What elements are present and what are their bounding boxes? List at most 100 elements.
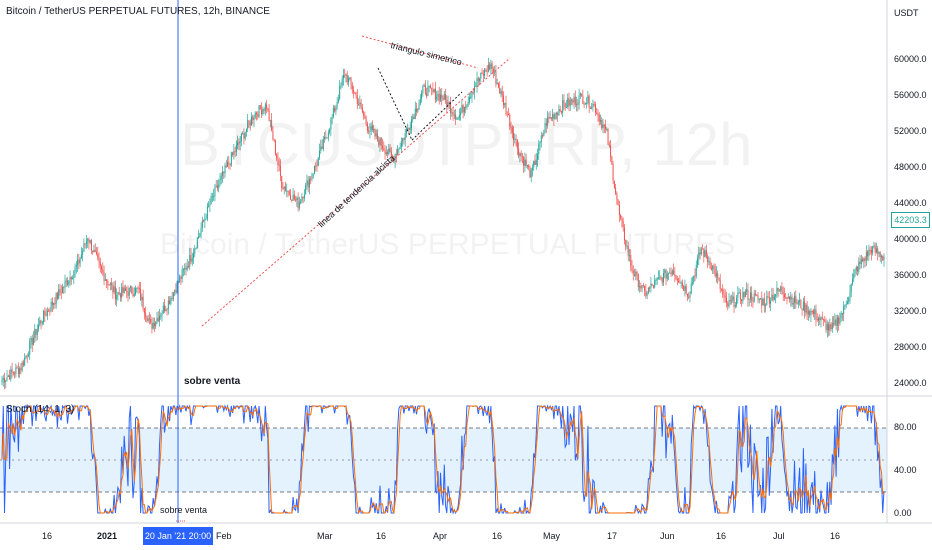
candle-body xyxy=(669,272,671,274)
candle-body xyxy=(707,256,709,262)
candle-body xyxy=(167,300,169,310)
candle-body xyxy=(865,251,867,261)
candle-body xyxy=(29,341,31,355)
candle-body xyxy=(388,148,390,154)
candle-body xyxy=(802,301,804,311)
candle-body xyxy=(194,248,196,254)
candle-body xyxy=(760,298,762,300)
candle-body xyxy=(852,279,853,284)
candle-body xyxy=(38,324,40,330)
candle-body xyxy=(844,305,846,307)
candle-body xyxy=(114,286,116,300)
candle-body xyxy=(663,273,664,283)
candle-body xyxy=(130,286,132,288)
candle-body xyxy=(378,139,380,146)
candle-body xyxy=(815,309,817,320)
candle-body xyxy=(751,292,753,301)
candle-body xyxy=(712,265,714,270)
candle-body xyxy=(89,240,91,243)
candle-body xyxy=(593,103,595,105)
candle-body xyxy=(34,329,36,339)
candle-body xyxy=(787,296,789,299)
candle-body xyxy=(510,126,512,128)
candle-body xyxy=(395,154,397,156)
candle-body xyxy=(402,138,404,142)
candle-body xyxy=(79,258,81,264)
candle-body xyxy=(159,315,160,321)
candle-body xyxy=(560,111,562,113)
candle-body xyxy=(106,279,108,282)
candle-body xyxy=(176,281,178,293)
candle-body xyxy=(19,368,21,374)
candle-body xyxy=(252,116,254,120)
candle-body xyxy=(603,124,605,127)
candle-body xyxy=(83,243,85,252)
candle-body xyxy=(407,128,409,130)
candle-body xyxy=(563,100,565,104)
candle-body xyxy=(143,308,145,314)
candle-body xyxy=(351,84,353,91)
candle-body xyxy=(316,165,318,167)
candle-body xyxy=(828,324,830,331)
candle-body xyxy=(93,249,95,253)
candle-body xyxy=(61,286,63,293)
price-tick: 60000.0 xyxy=(894,54,927,64)
candle-body xyxy=(397,149,399,156)
candle-body xyxy=(342,74,344,79)
triangle-apex-line[interactable] xyxy=(377,67,413,141)
oversold-label-stoch[interactable]: sobre venta xyxy=(160,505,208,515)
candle-body xyxy=(858,261,860,272)
candle-body xyxy=(698,252,700,259)
candle-body xyxy=(243,133,245,139)
candle-body xyxy=(591,107,593,109)
price-tick: 36000.0 xyxy=(894,270,927,280)
candle-body xyxy=(578,95,580,105)
candle-body xyxy=(587,95,589,103)
time-tick: 16 xyxy=(716,531,727,541)
candle-body xyxy=(107,281,109,285)
candle-body xyxy=(806,304,808,315)
candle-body xyxy=(770,300,772,304)
candle-body xyxy=(831,323,833,329)
candle-body xyxy=(589,107,591,109)
candle-body xyxy=(786,298,788,300)
candle-body xyxy=(409,127,411,130)
candle-body xyxy=(249,121,251,126)
candle-body xyxy=(240,133,242,142)
candle-body xyxy=(479,78,481,81)
candle-body xyxy=(597,114,599,116)
candle-body xyxy=(385,152,387,155)
candle-body xyxy=(485,69,487,72)
candle-body xyxy=(583,103,585,105)
candle-body xyxy=(763,298,765,306)
stoch-label[interactable]: Stoch (14, 1, 3) xyxy=(6,404,75,415)
candle-body xyxy=(248,120,250,122)
candle-body xyxy=(505,102,507,115)
candle-body xyxy=(227,161,229,167)
candle-body xyxy=(477,78,479,81)
candle-body xyxy=(756,294,758,296)
candle-body xyxy=(199,233,201,237)
candle-body xyxy=(123,287,125,293)
candle-body xyxy=(455,114,457,120)
drawings-layer[interactable] xyxy=(176,35,511,522)
candle-body xyxy=(219,179,221,185)
candle-body xyxy=(612,164,614,181)
candle-body xyxy=(320,146,322,151)
triangle-upper-line[interactable] xyxy=(361,35,479,69)
oversold-label-price[interactable]: sobre venta xyxy=(184,376,241,387)
candle-body xyxy=(650,283,652,289)
candle-body xyxy=(571,99,573,101)
candle-body xyxy=(714,267,716,277)
candle-body xyxy=(611,156,613,165)
trendline[interactable] xyxy=(201,57,511,327)
triangle-lower-line[interactable] xyxy=(411,91,463,141)
candle-body xyxy=(700,248,702,255)
candle-body xyxy=(133,294,135,296)
candle-body xyxy=(389,148,391,152)
candle-body xyxy=(596,112,598,115)
candles-layer xyxy=(1,57,885,390)
candle-body xyxy=(626,245,628,247)
candle-body xyxy=(467,101,469,105)
